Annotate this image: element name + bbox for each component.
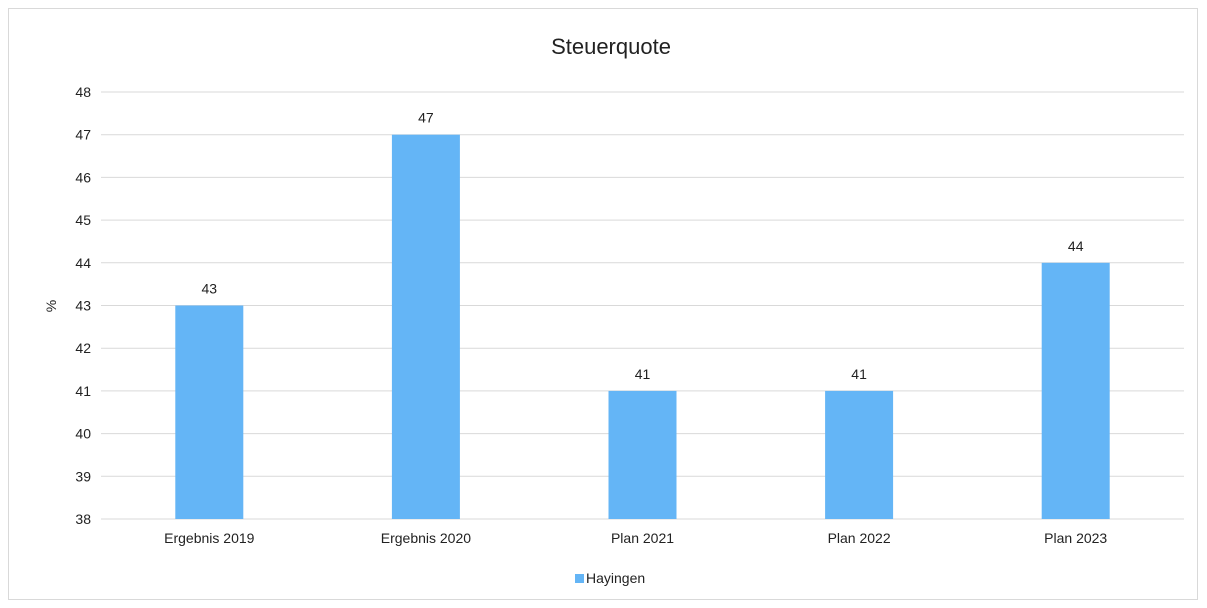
x-tick-label: Ergebnis 2020 [381,530,472,546]
chart-frame: Steuerquote % 38 39 40 41 42 43 44 45 46 47 48 43 4… [8,8,1198,600]
data-labels: 43 47 41 41 44 [202,110,1084,382]
legend-label: Hayingen [586,570,645,586]
y-tick-label: 44 [75,255,91,271]
y-tick-label: 38 [75,511,91,527]
y-tick-label: 45 [75,212,91,228]
bar [391,134,460,519]
data-label: 41 [851,366,867,382]
x-tick-label: Plan 2023 [1044,530,1107,546]
chart-title: Steuerquote [551,34,671,59]
data-label: 47 [418,110,434,126]
legend-swatch [575,574,584,583]
y-tick-label: 41 [75,383,91,399]
x-tick-label: Ergebnis 2019 [164,530,255,546]
x-tick-label: Plan 2021 [611,530,674,546]
bar [825,390,894,519]
y-tick-label: 47 [75,127,91,143]
bar [1041,262,1110,519]
x-tick-labels: Ergebnis 2019 Ergebnis 2020 Plan 2021 Plan … [164,530,1107,546]
y-tick-label: 42 [75,340,91,356]
y-tick-label: 39 [75,468,91,484]
y-axis-label: % [43,300,59,312]
data-label: 44 [1068,238,1084,254]
gridlines [101,91,1184,520]
bars [175,134,1110,519]
y-tick-label: 40 [75,426,91,442]
bar [175,305,244,519]
data-label: 41 [635,366,651,382]
y-tick-labels: 38 39 40 41 42 43 44 45 46 47 48 [75,84,91,527]
bar [608,390,677,519]
y-tick-label: 46 [75,169,91,185]
legend: Hayingen [575,570,645,586]
x-tick-label: Plan 2022 [828,530,891,546]
y-tick-label: 48 [75,84,91,100]
y-tick-label: 43 [75,298,91,314]
data-label: 43 [202,281,218,297]
